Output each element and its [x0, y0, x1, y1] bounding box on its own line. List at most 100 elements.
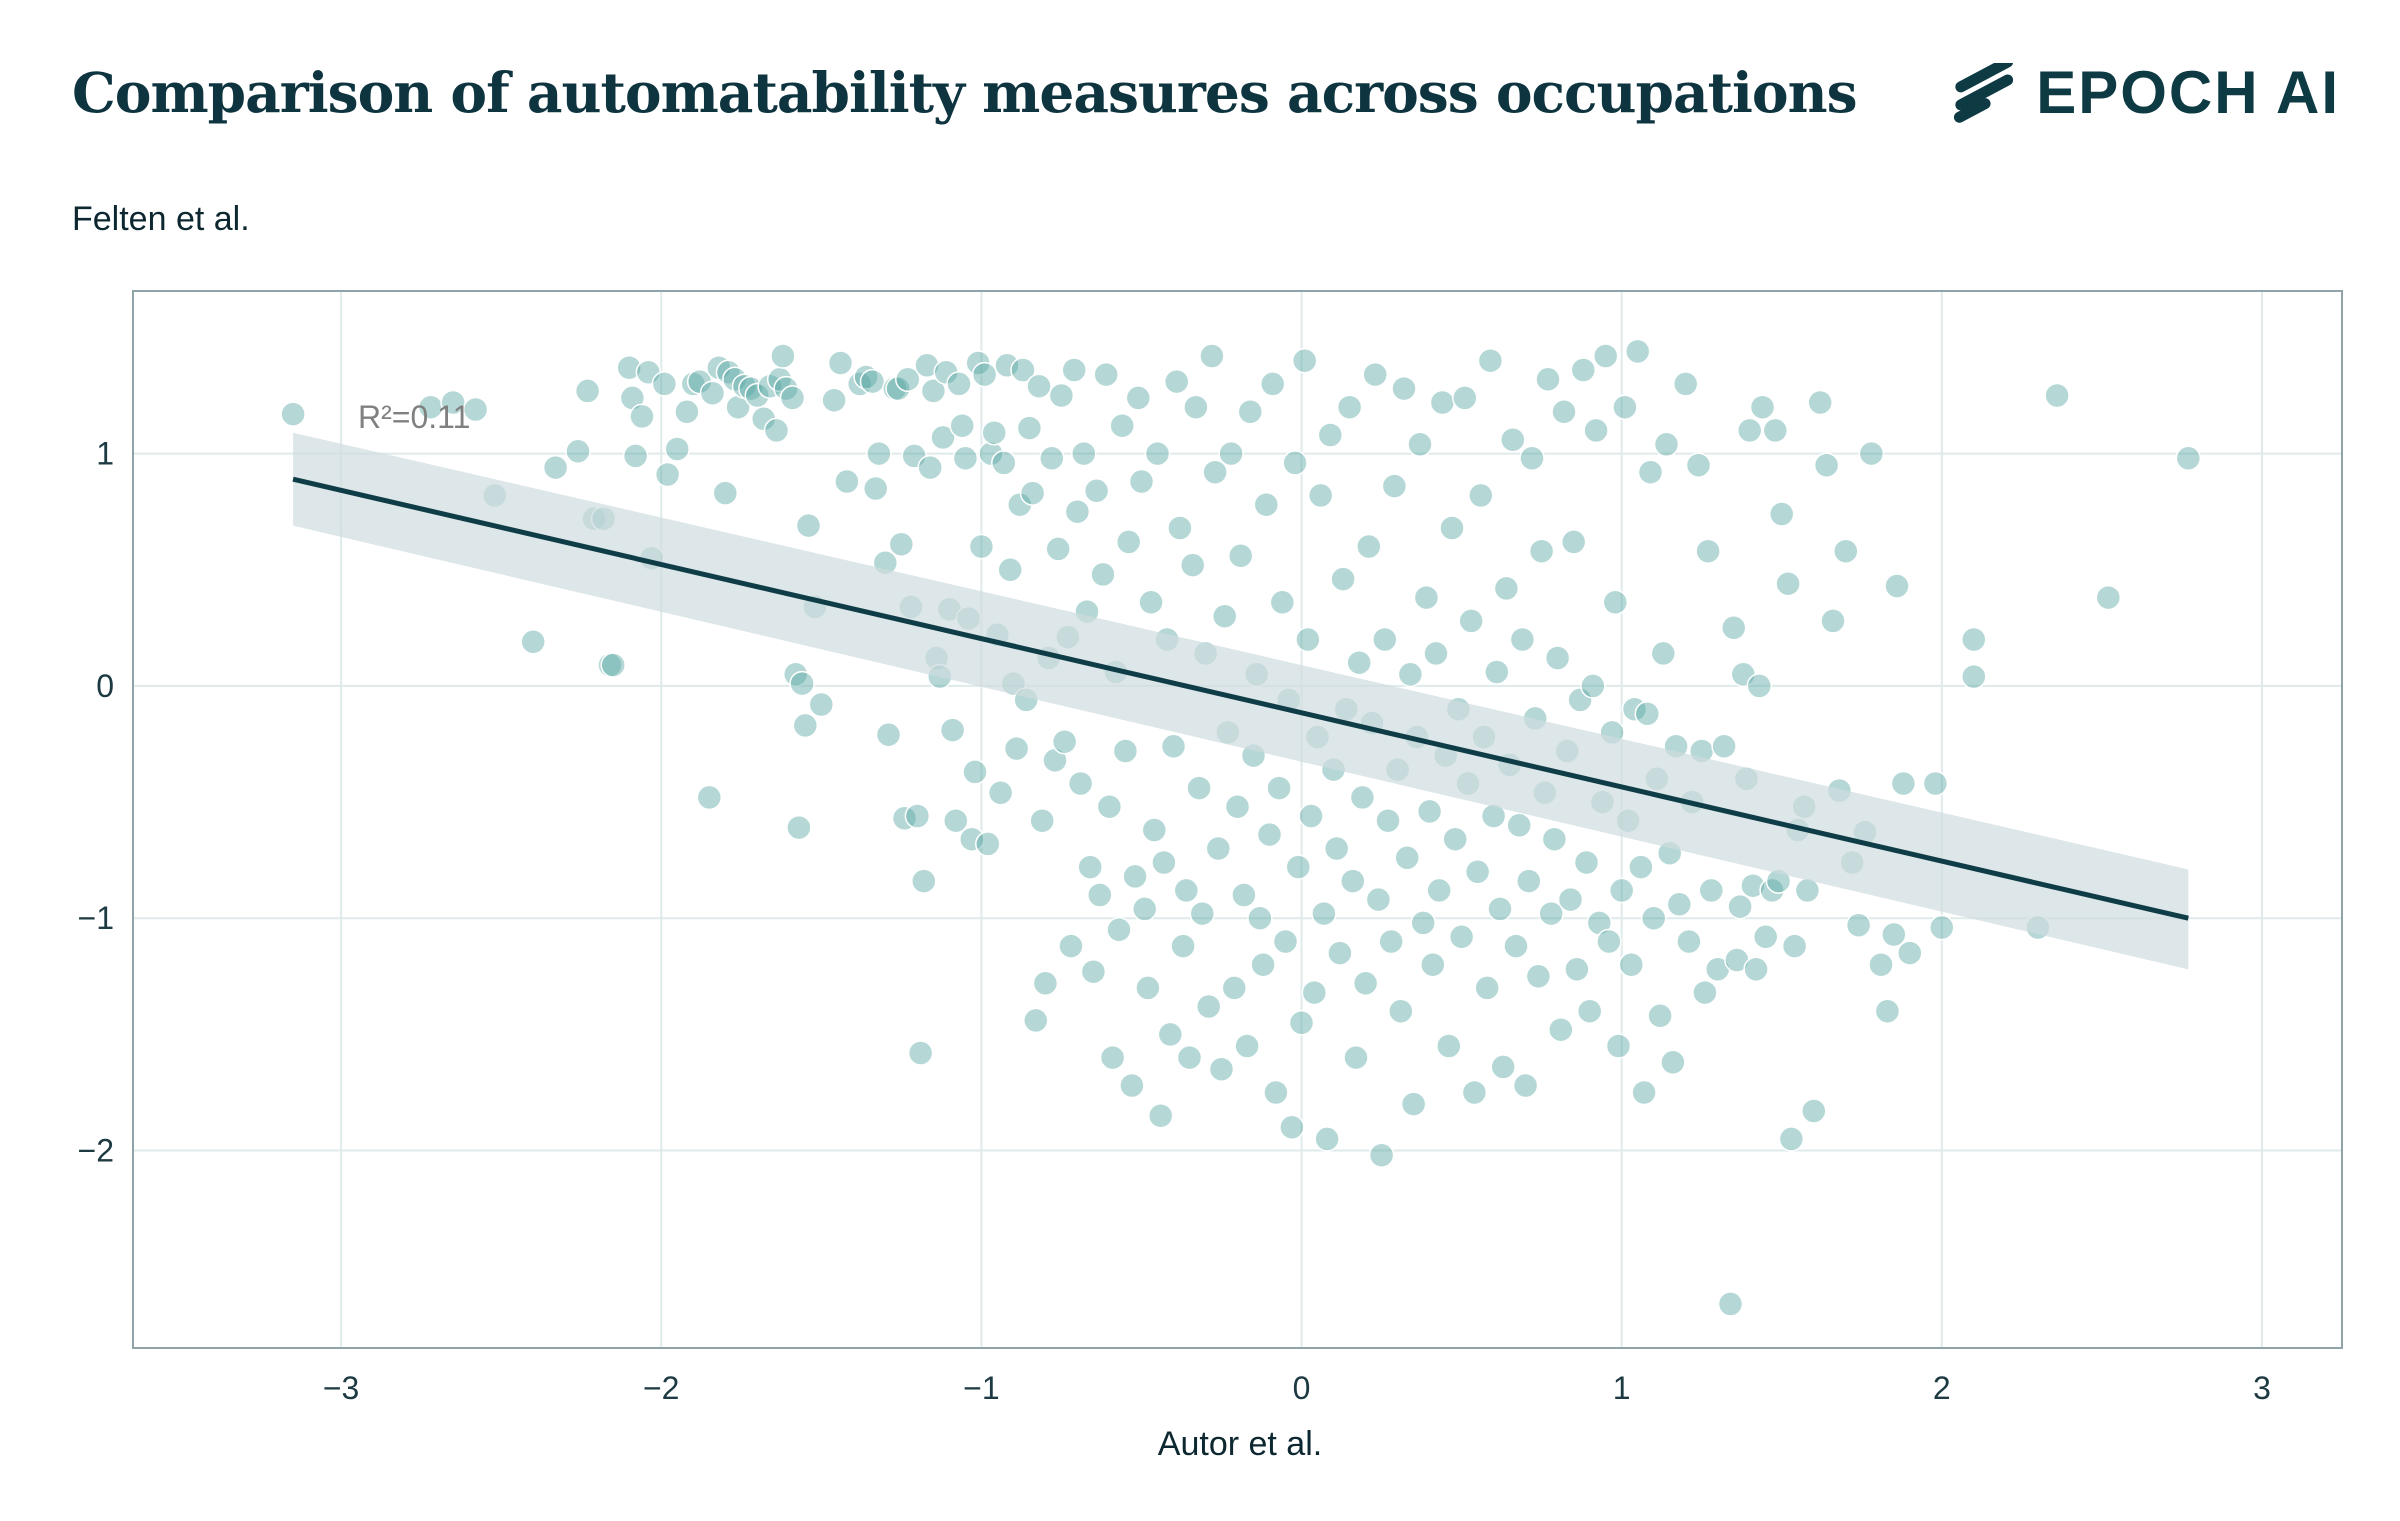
data-point [1458, 608, 1484, 634]
data-point [1538, 900, 1564, 927]
data-point [911, 868, 937, 894]
data-point [1400, 1091, 1427, 1117]
data-point [1506, 812, 1532, 839]
data-point [914, 352, 940, 379]
data-point [827, 350, 854, 376]
data-point [1961, 626, 1987, 653]
data-point [1061, 357, 1087, 383]
y-tick-labels: 1 0 −1 −2 [78, 436, 114, 1169]
data-point [1340, 868, 1366, 894]
data-point [1301, 979, 1328, 1006]
data-point [1208, 1056, 1235, 1082]
data-point [1743, 956, 1769, 983]
data-point [939, 717, 966, 743]
data-point [997, 557, 1023, 583]
data-point [1535, 366, 1561, 393]
data-point [1170, 933, 1196, 959]
data-point [1247, 905, 1273, 931]
data-point [1016, 415, 1043, 441]
data-point [1381, 473, 1408, 499]
data-point [978, 440, 1004, 467]
data-point [891, 805, 918, 832]
data-point [1573, 849, 1600, 876]
data-point [1298, 803, 1324, 829]
data-point [1336, 394, 1363, 420]
data-point [1372, 626, 1398, 653]
data-point [1032, 970, 1059, 997]
data-point [1202, 459, 1228, 485]
data-point [1605, 1033, 1632, 1059]
data-point [1224, 793, 1251, 820]
x-tick-label: 1 [1613, 1370, 1631, 1406]
data-point [1397, 661, 1424, 688]
data-point [1311, 900, 1337, 927]
data-point [1740, 872, 1766, 899]
x-tick-label: −3 [323, 1370, 359, 1406]
data-point [1512, 1072, 1539, 1099]
data-point [1211, 603, 1238, 629]
data-point [1317, 422, 1344, 448]
data-point [1365, 886, 1392, 913]
data-point [1736, 417, 1763, 444]
data-point [1119, 1072, 1145, 1099]
data-point [1147, 1102, 1174, 1129]
data-point [821, 387, 847, 413]
data-point [1685, 452, 1712, 478]
data-point [1503, 933, 1529, 959]
data-point [1144, 440, 1171, 467]
data-point [1157, 1021, 1184, 1048]
data-point [1029, 807, 1055, 834]
data-point [1352, 970, 1379, 997]
data-point [565, 438, 591, 465]
data-point [907, 1040, 934, 1066]
data-point [1647, 1003, 1673, 1029]
y-tick-label: −2 [78, 1133, 114, 1169]
data-point [699, 380, 726, 406]
data-point [792, 712, 819, 739]
data-point [1833, 538, 1859, 564]
data-point [1416, 798, 1443, 825]
data-point [1519, 445, 1545, 472]
data-point [1407, 431, 1433, 458]
epoch-ai-logo: EPOCH AI [1952, 58, 2340, 127]
data-point [1570, 357, 1597, 383]
data-point [1282, 450, 1308, 476]
plot-frame [132, 290, 2343, 1349]
data-point [520, 629, 546, 655]
x-tick-label: 0 [1293, 1370, 1311, 1406]
data-point [1711, 733, 1737, 760]
data-point [574, 378, 601, 404]
chart-title: Comparison of automatability measures ac… [72, 60, 1858, 125]
data-point [1109, 412, 1135, 439]
data-point [1266, 775, 1292, 801]
data-point [1557, 886, 1584, 913]
data-point [917, 454, 943, 481]
data-point [1279, 1114, 1305, 1141]
data-point [1067, 770, 1094, 797]
data-point [1420, 951, 1446, 978]
data-point [1307, 482, 1334, 509]
data-point [1093, 361, 1119, 388]
data-point [1560, 529, 1587, 555]
data-point [1660, 1049, 1686, 1076]
data-point [1343, 1044, 1369, 1071]
data-point [1141, 817, 1168, 843]
data-point [1768, 501, 1795, 527]
data-point [1330, 566, 1356, 592]
data-point [1762, 417, 1789, 444]
data-point [2175, 445, 2202, 472]
data-point [1125, 385, 1152, 411]
data-point [1436, 1033, 1462, 1059]
data-point [1071, 440, 1097, 467]
data-point [1179, 552, 1206, 578]
data-point [1881, 921, 1907, 948]
data-points [280, 338, 2202, 1317]
data-point [770, 343, 796, 369]
data-point [1820, 608, 1846, 634]
regression-line [292, 476, 2189, 921]
data-point [1023, 1007, 1049, 1034]
data-point [1567, 687, 1593, 713]
data-point [930, 424, 956, 451]
data-point [1653, 431, 1680, 458]
data-point [1058, 933, 1084, 959]
